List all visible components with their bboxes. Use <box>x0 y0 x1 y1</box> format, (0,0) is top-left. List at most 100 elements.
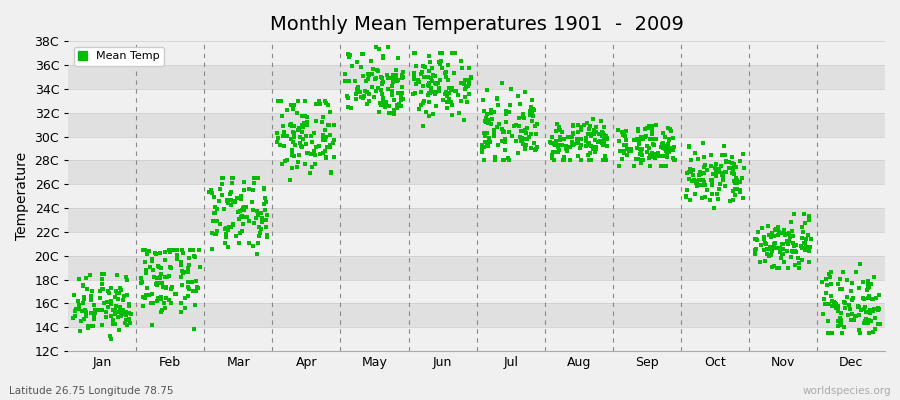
Point <box>717 168 732 175</box>
Point <box>357 93 372 100</box>
Point <box>496 157 510 164</box>
Point <box>99 308 113 315</box>
Point <box>832 286 847 292</box>
Point <box>798 220 813 227</box>
Point <box>174 259 188 266</box>
Point <box>795 235 809 241</box>
Point <box>388 72 402 78</box>
Point <box>112 308 127 314</box>
Point <box>851 304 866 311</box>
Point <box>108 311 122 318</box>
Point <box>204 230 219 237</box>
Point <box>150 297 165 304</box>
Point <box>233 230 248 236</box>
Point <box>288 142 302 148</box>
Point <box>374 86 388 93</box>
Point <box>139 259 153 265</box>
Point <box>559 143 573 150</box>
Point <box>644 136 658 142</box>
Point <box>757 247 771 254</box>
Point <box>775 250 789 257</box>
Point <box>158 257 172 263</box>
Point <box>780 238 795 244</box>
Point <box>544 152 559 158</box>
Point <box>831 303 845 310</box>
Point <box>85 293 99 299</box>
Point <box>274 160 289 167</box>
Point <box>719 158 733 164</box>
Point <box>547 140 562 146</box>
Point <box>312 98 327 104</box>
Point <box>581 152 596 158</box>
Point <box>369 44 383 50</box>
Point <box>719 159 733 166</box>
Point <box>462 90 476 97</box>
Point <box>300 119 314 125</box>
Point <box>421 74 436 80</box>
Point <box>103 299 117 306</box>
Point <box>617 133 632 139</box>
Point <box>487 109 501 115</box>
Point <box>828 300 842 307</box>
Point <box>842 311 856 318</box>
Point <box>512 122 526 129</box>
Point <box>597 124 611 131</box>
Point <box>280 157 294 163</box>
Point <box>73 328 87 334</box>
Point <box>220 244 235 250</box>
Point <box>494 126 508 132</box>
Point <box>649 121 663 128</box>
Point <box>118 309 132 316</box>
Point <box>480 111 494 118</box>
Point <box>112 285 127 291</box>
Point <box>72 302 86 308</box>
Point <box>559 146 573 152</box>
Point <box>663 145 678 151</box>
Point <box>104 297 119 304</box>
Point <box>843 306 858 313</box>
Point <box>546 141 561 147</box>
Point <box>857 306 871 312</box>
Point <box>502 129 517 135</box>
Point <box>514 138 528 145</box>
Point <box>666 147 680 153</box>
Point <box>203 186 218 193</box>
Point <box>92 306 106 313</box>
Point <box>445 112 459 119</box>
Point <box>767 232 781 239</box>
Point <box>316 136 330 142</box>
Point <box>642 145 656 151</box>
Point <box>719 169 733 175</box>
Point <box>134 275 148 281</box>
Point <box>860 287 874 293</box>
Point <box>409 63 423 70</box>
Point <box>284 102 299 108</box>
Point <box>716 172 730 179</box>
Point <box>111 296 125 302</box>
Point <box>612 137 626 144</box>
Point <box>461 83 475 90</box>
Point <box>788 262 803 269</box>
Point <box>579 135 593 141</box>
Point <box>259 234 274 240</box>
Point <box>290 110 304 116</box>
Point <box>368 75 382 82</box>
Point <box>437 70 452 76</box>
Point <box>617 150 632 156</box>
Point <box>560 148 574 154</box>
Point <box>447 50 462 56</box>
Point <box>861 278 876 285</box>
Point <box>276 143 291 150</box>
Point <box>484 121 499 128</box>
Point <box>707 165 722 171</box>
Point <box>487 130 501 136</box>
Point <box>600 135 615 141</box>
Point <box>284 177 298 183</box>
Point <box>476 144 491 150</box>
Point <box>867 273 881 280</box>
Point <box>365 66 380 72</box>
Point <box>591 139 606 145</box>
Point <box>327 137 341 144</box>
Point <box>549 128 563 134</box>
Point <box>215 192 230 198</box>
